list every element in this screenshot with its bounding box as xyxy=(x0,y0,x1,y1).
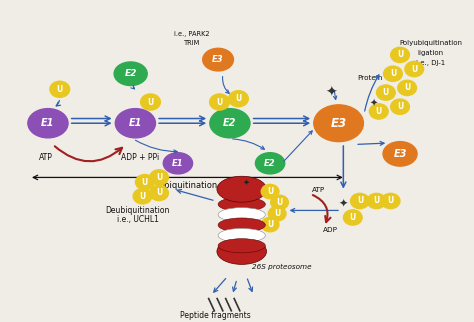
Text: ADP: ADP xyxy=(323,227,338,233)
Ellipse shape xyxy=(314,105,364,142)
Ellipse shape xyxy=(405,62,424,77)
Text: ligation: ligation xyxy=(418,51,444,56)
Ellipse shape xyxy=(261,185,279,199)
Text: 26S proteosome: 26S proteosome xyxy=(252,264,312,270)
Ellipse shape xyxy=(136,175,154,190)
Text: U: U xyxy=(57,85,63,94)
Ellipse shape xyxy=(50,81,70,97)
Ellipse shape xyxy=(271,195,288,210)
Ellipse shape xyxy=(218,208,265,222)
Text: Deubiquitination: Deubiquitination xyxy=(106,206,170,215)
Ellipse shape xyxy=(383,66,402,81)
Text: Protein: Protein xyxy=(357,75,383,81)
Text: E3: E3 xyxy=(393,149,407,159)
Text: U: U xyxy=(235,94,242,103)
Ellipse shape xyxy=(376,85,395,100)
Ellipse shape xyxy=(115,109,155,138)
Text: ADP + PPi: ADP + PPi xyxy=(121,153,159,162)
Ellipse shape xyxy=(210,109,250,138)
Ellipse shape xyxy=(218,218,265,232)
Text: ATP: ATP xyxy=(312,187,325,193)
Text: U: U xyxy=(350,213,356,222)
Ellipse shape xyxy=(203,48,234,71)
Text: U: U xyxy=(387,196,394,205)
Text: ✦: ✦ xyxy=(243,178,250,187)
Ellipse shape xyxy=(383,142,417,166)
Ellipse shape xyxy=(210,94,229,110)
Text: ✦: ✦ xyxy=(338,199,348,209)
Text: i.e., UCHL1: i.e., UCHL1 xyxy=(117,215,159,224)
Ellipse shape xyxy=(398,80,417,96)
Text: ATP: ATP xyxy=(39,153,53,162)
Ellipse shape xyxy=(217,176,266,202)
Text: U: U xyxy=(156,188,162,197)
Ellipse shape xyxy=(218,197,265,211)
Text: i.e., PARK2: i.e., PARK2 xyxy=(174,31,210,37)
Text: Ubiquitination: Ubiquitination xyxy=(158,181,217,190)
Text: U: U xyxy=(397,51,403,59)
Text: U: U xyxy=(267,220,273,229)
Text: U: U xyxy=(156,173,162,182)
Text: E2: E2 xyxy=(223,118,237,128)
Text: E3: E3 xyxy=(212,55,224,64)
Text: Peptide fragments: Peptide fragments xyxy=(181,311,251,320)
Text: E2: E2 xyxy=(125,69,137,78)
Ellipse shape xyxy=(350,194,369,209)
Ellipse shape xyxy=(217,239,266,264)
Text: U: U xyxy=(274,209,280,218)
Text: i.e., DJ-1: i.e., DJ-1 xyxy=(416,60,446,66)
Ellipse shape xyxy=(381,194,400,209)
Ellipse shape xyxy=(133,189,152,204)
Text: U: U xyxy=(404,83,410,92)
Text: TRIM: TRIM xyxy=(184,40,200,46)
Text: E2: E2 xyxy=(264,159,276,168)
Text: U: U xyxy=(147,98,154,107)
Text: U: U xyxy=(397,102,403,111)
Ellipse shape xyxy=(28,109,68,138)
Ellipse shape xyxy=(163,153,192,174)
Ellipse shape xyxy=(218,228,265,242)
Ellipse shape xyxy=(150,185,168,201)
Ellipse shape xyxy=(391,47,410,62)
Ellipse shape xyxy=(367,194,386,209)
Text: U: U xyxy=(390,69,396,78)
Ellipse shape xyxy=(255,153,285,174)
Ellipse shape xyxy=(268,206,286,221)
Text: U: U xyxy=(357,196,363,205)
Text: E1: E1 xyxy=(129,118,142,128)
Text: ✦: ✦ xyxy=(326,86,337,99)
Text: U: U xyxy=(142,178,148,187)
Text: U: U xyxy=(217,98,223,107)
Text: E1: E1 xyxy=(172,159,184,168)
Text: U: U xyxy=(383,88,389,97)
Text: U: U xyxy=(374,196,380,205)
Ellipse shape xyxy=(150,170,168,185)
Ellipse shape xyxy=(141,94,160,110)
Text: U: U xyxy=(139,192,146,201)
Ellipse shape xyxy=(218,239,265,253)
Ellipse shape xyxy=(114,62,147,86)
Ellipse shape xyxy=(344,210,362,225)
Text: E1: E1 xyxy=(41,118,55,128)
Text: E3: E3 xyxy=(330,117,346,130)
Ellipse shape xyxy=(228,91,248,107)
Ellipse shape xyxy=(391,99,410,114)
Text: U: U xyxy=(411,64,417,73)
Text: U: U xyxy=(376,107,382,116)
Ellipse shape xyxy=(261,217,279,232)
Text: U: U xyxy=(267,187,273,196)
Text: ✦: ✦ xyxy=(370,99,378,109)
Text: U: U xyxy=(276,198,283,207)
Text: Polyubiquitination: Polyubiquitination xyxy=(399,40,462,46)
Ellipse shape xyxy=(369,104,388,119)
